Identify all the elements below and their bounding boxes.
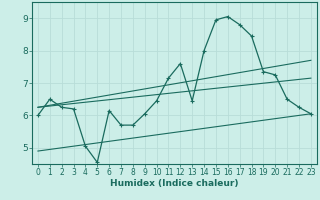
X-axis label: Humidex (Indice chaleur): Humidex (Indice chaleur) xyxy=(110,179,239,188)
